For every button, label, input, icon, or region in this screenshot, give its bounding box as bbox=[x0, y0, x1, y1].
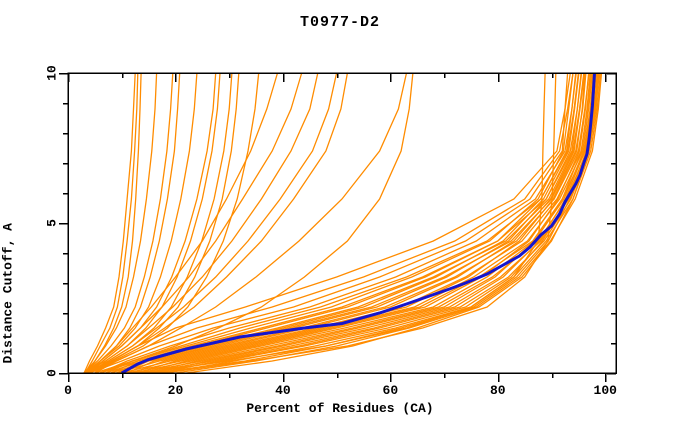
y-tick-label: 10 bbox=[45, 65, 60, 81]
y-axis-label-text: Distance Cutoff, A bbox=[0, 223, 15, 364]
x-tick-label: 100 bbox=[594, 383, 618, 398]
model-curve bbox=[89, 72, 303, 374]
model-curve bbox=[116, 72, 585, 374]
model-curve bbox=[83, 72, 198, 374]
model-curve bbox=[84, 72, 139, 374]
model-curve bbox=[99, 72, 577, 374]
x-tick-label: 40 bbox=[275, 383, 291, 398]
model-curve bbox=[137, 72, 591, 374]
model-curve bbox=[89, 72, 279, 374]
model-curve bbox=[121, 72, 586, 374]
model-curve bbox=[137, 72, 594, 374]
y-tick-label: 5 bbox=[45, 219, 60, 227]
model-curve bbox=[105, 72, 580, 374]
x-axis-label: Percent of Residues (CA) bbox=[246, 401, 434, 416]
x-tick-label: 60 bbox=[383, 383, 399, 398]
x-tick-label: 0 bbox=[64, 383, 72, 398]
model-curve bbox=[94, 72, 574, 374]
x-tick-label: 20 bbox=[168, 383, 184, 398]
model-curve bbox=[89, 72, 260, 374]
model-curve bbox=[164, 72, 557, 374]
model-curve bbox=[132, 72, 595, 374]
model-curve bbox=[83, 72, 174, 374]
x-tick-label: 80 bbox=[490, 383, 506, 398]
model-curve bbox=[99, 72, 414, 374]
model-curve bbox=[94, 72, 574, 374]
model-curve bbox=[164, 72, 602, 374]
model-curve bbox=[94, 72, 319, 374]
model-curve bbox=[175, 72, 603, 374]
model-curve bbox=[83, 72, 221, 374]
model-curve bbox=[89, 72, 571, 374]
chart-title: T0977-D2 bbox=[299, 14, 380, 31]
model-curve bbox=[89, 72, 338, 374]
model-curve bbox=[186, 72, 600, 374]
model-curve bbox=[83, 72, 136, 374]
model-curve bbox=[143, 72, 596, 374]
model-curve bbox=[89, 72, 569, 374]
model-curve bbox=[86, 72, 158, 374]
highlight-curve bbox=[120, 72, 596, 375]
model-curve bbox=[105, 72, 580, 374]
y-tick-label: 0 bbox=[45, 369, 60, 377]
model-curve bbox=[126, 72, 590, 374]
model-curve bbox=[110, 72, 583, 374]
